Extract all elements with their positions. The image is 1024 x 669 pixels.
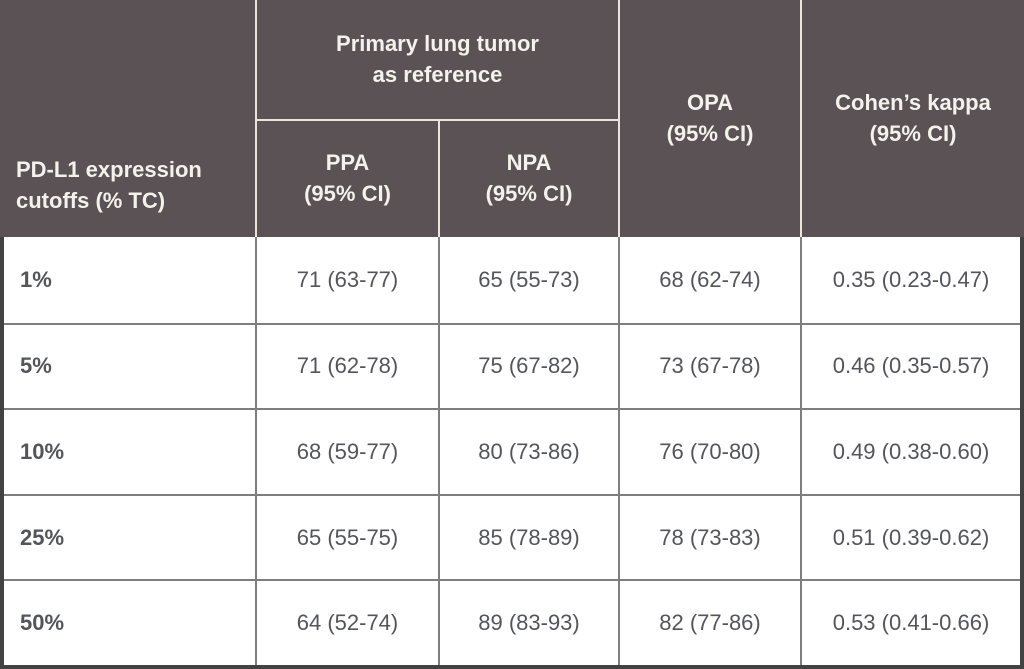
cutoff-cell: 25% <box>4 495 257 580</box>
npa-cell: 65 (55-73) <box>440 237 620 323</box>
npa-cell: 75 (67-82) <box>440 324 620 409</box>
table-header: PD-L1 expression cutoffs (% TC) Primary … <box>0 0 1024 237</box>
kappa-cell: 0.49 (0.38-0.60) <box>802 410 1020 494</box>
column-header-ppa: PPA (95% CI) <box>257 121 440 237</box>
kappa-cell: 0.51 (0.39-0.62) <box>802 495 1020 580</box>
row-header-line2: cutoffs (% TC) <box>16 188 166 214</box>
ppa-cell: 64 (52-74) <box>257 581 440 665</box>
table-body: 1% 71 (63-77) 65 (55-73) 68 (62-74) 0.35 (0.… <box>0 237 1024 669</box>
opa-cell: 78 (73-83) <box>620 495 802 580</box>
row-header-line1: PD-L1 expression <box>16 157 202 183</box>
column-header-npa: NPA (95% CI) <box>440 121 620 237</box>
cutoff-cell: 5% <box>4 324 257 409</box>
table-row: 5% 71 (62-78) 75 (67-82) 73 (67-78) 0.46 (0.… <box>4 322 1020 409</box>
kappa-cell: 0.53 (0.41-0.66) <box>802 581 1020 665</box>
npa-cell: 85 (78-89) <box>440 495 620 580</box>
column-header-opa: OPA (95% CI) <box>620 0 802 237</box>
kappa-cell: 0.35 (0.23-0.47) <box>802 237 1020 323</box>
cutoff-cell: 50% <box>4 581 257 665</box>
cutoff-cell: 1% <box>4 237 257 323</box>
opa-cell: 73 (67-78) <box>620 324 802 409</box>
ppa-cell: 71 (63-77) <box>257 237 440 323</box>
table-row: 10% 68 (59-77) 80 (73-86) 76 (70-80) 0.49 (0… <box>4 408 1020 494</box>
opa-cell: 68 (62-74) <box>620 237 802 323</box>
table-row: 50% 64 (52-74) 89 (83-93) 82 (77-86) 0.53 (0… <box>4 579 1020 665</box>
ppa-cell: 71 (62-78) <box>257 324 440 409</box>
ppa-cell: 65 (55-75) <box>257 495 440 580</box>
opa-cell: 82 (77-86) <box>620 581 802 665</box>
cutoff-cell: 10% <box>4 410 257 494</box>
ppa-cell: 68 (59-77) <box>257 410 440 494</box>
kappa-cell: 0.46 (0.35-0.57) <box>802 324 1020 409</box>
row-header-label: PD-L1 expression cutoffs (% TC) <box>0 0 257 237</box>
table-row: 1% 71 (63-77) 65 (55-73) 68 (62-74) 0.35 (0.… <box>4 237 1020 323</box>
table-row: 25% 65 (55-75) 85 (78-89) 78 (73-83) 0.51 (0… <box>4 493 1020 580</box>
opa-cell: 76 (70-80) <box>620 410 802 494</box>
npa-cell: 89 (83-93) <box>440 581 620 665</box>
column-header-cohens-kappa: Cohen’s kappa (95% CI) <box>835 89 991 146</box>
npa-cell: 80 (73-86) <box>440 410 620 494</box>
group-header-primary-lung-tumor: Primary lung tumor as reference <box>257 0 620 121</box>
